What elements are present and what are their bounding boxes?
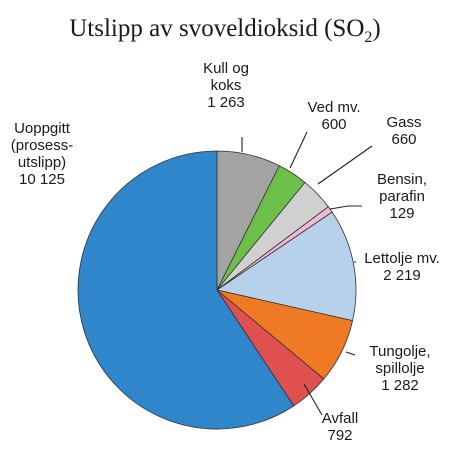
slice-labels: Kull og koks 1 263 Ved mv. 600 Gass 660 Bensin,… [11,60,440,444]
slice-value-6: 792 [327,427,352,444]
slice-label-5: Tungolje, spillolje 1 282 [369,343,430,394]
chart-title-suffix: ) [372,15,380,42]
slice-label-7: Uoppgitt (prosess-utslipp) 10 125 [11,120,74,188]
leader-lines [241,131,373,416]
chart-title-subscript: 2 [364,29,372,46]
slice-value-7: 10 125 [19,171,65,188]
leader-line-2 [317,145,373,185]
slice-value-5: 1 282 [381,377,419,394]
slice-name-line-7-2: utslipp) [18,154,66,171]
slice-name-line-7-0: Uoppgitt [14,120,71,137]
pie-slice-7 [77,150,295,430]
slice-value-3: 129 [389,205,414,222]
slice-value-2: 660 [391,131,416,148]
slice-name-line-0-0: Kull og [203,60,249,77]
leader-line-1 [289,131,308,169]
slice-name-line-5-0: Tungolje, [369,343,430,360]
leader-line-6 [303,383,323,416]
pie-slices [77,150,357,430]
slice-name-line-6-0: Avfall [322,410,358,427]
slice-name-line-4-0: Lettolje mv. [364,250,440,267]
pie-slice-4 [216,211,357,322]
slice-name-line-3-1: parafin [379,188,425,205]
leader-line-3 [329,205,362,210]
chart-title: Utslipp av svoveldioksid (SO2) [69,15,380,46]
slice-label-0: Kull og koks 1 263 [203,60,249,111]
slice-label-4: Lettolje mv. 2 219 [364,250,440,284]
chart-title-main: Utslipp av svoveldioksid (SO [69,15,364,42]
slice-label-3: Bensin, parafin 129 [377,171,427,222]
leader-line-5 [345,351,356,356]
slice-name-line-2-0: Gass [386,114,421,131]
slice-value-4: 2 219 [383,267,421,284]
slice-name-line-0-1: koks [211,77,242,94]
slice-label-1: Ved mv. 600 [307,99,360,133]
slice-name-line-1-0: Ved mv. [307,99,360,116]
slice-value-1: 600 [321,116,346,133]
slice-label-2: Gass 660 [386,114,421,148]
slice-name-line-7-1: (prosess- [11,137,74,154]
slice-value-0: 1 263 [207,94,245,111]
slice-label-6: Avfall 792 [322,410,358,444]
slice-name-line-5-1: spillolje [375,360,424,377]
slice-name-line-3-0: Bensin, [377,171,427,188]
